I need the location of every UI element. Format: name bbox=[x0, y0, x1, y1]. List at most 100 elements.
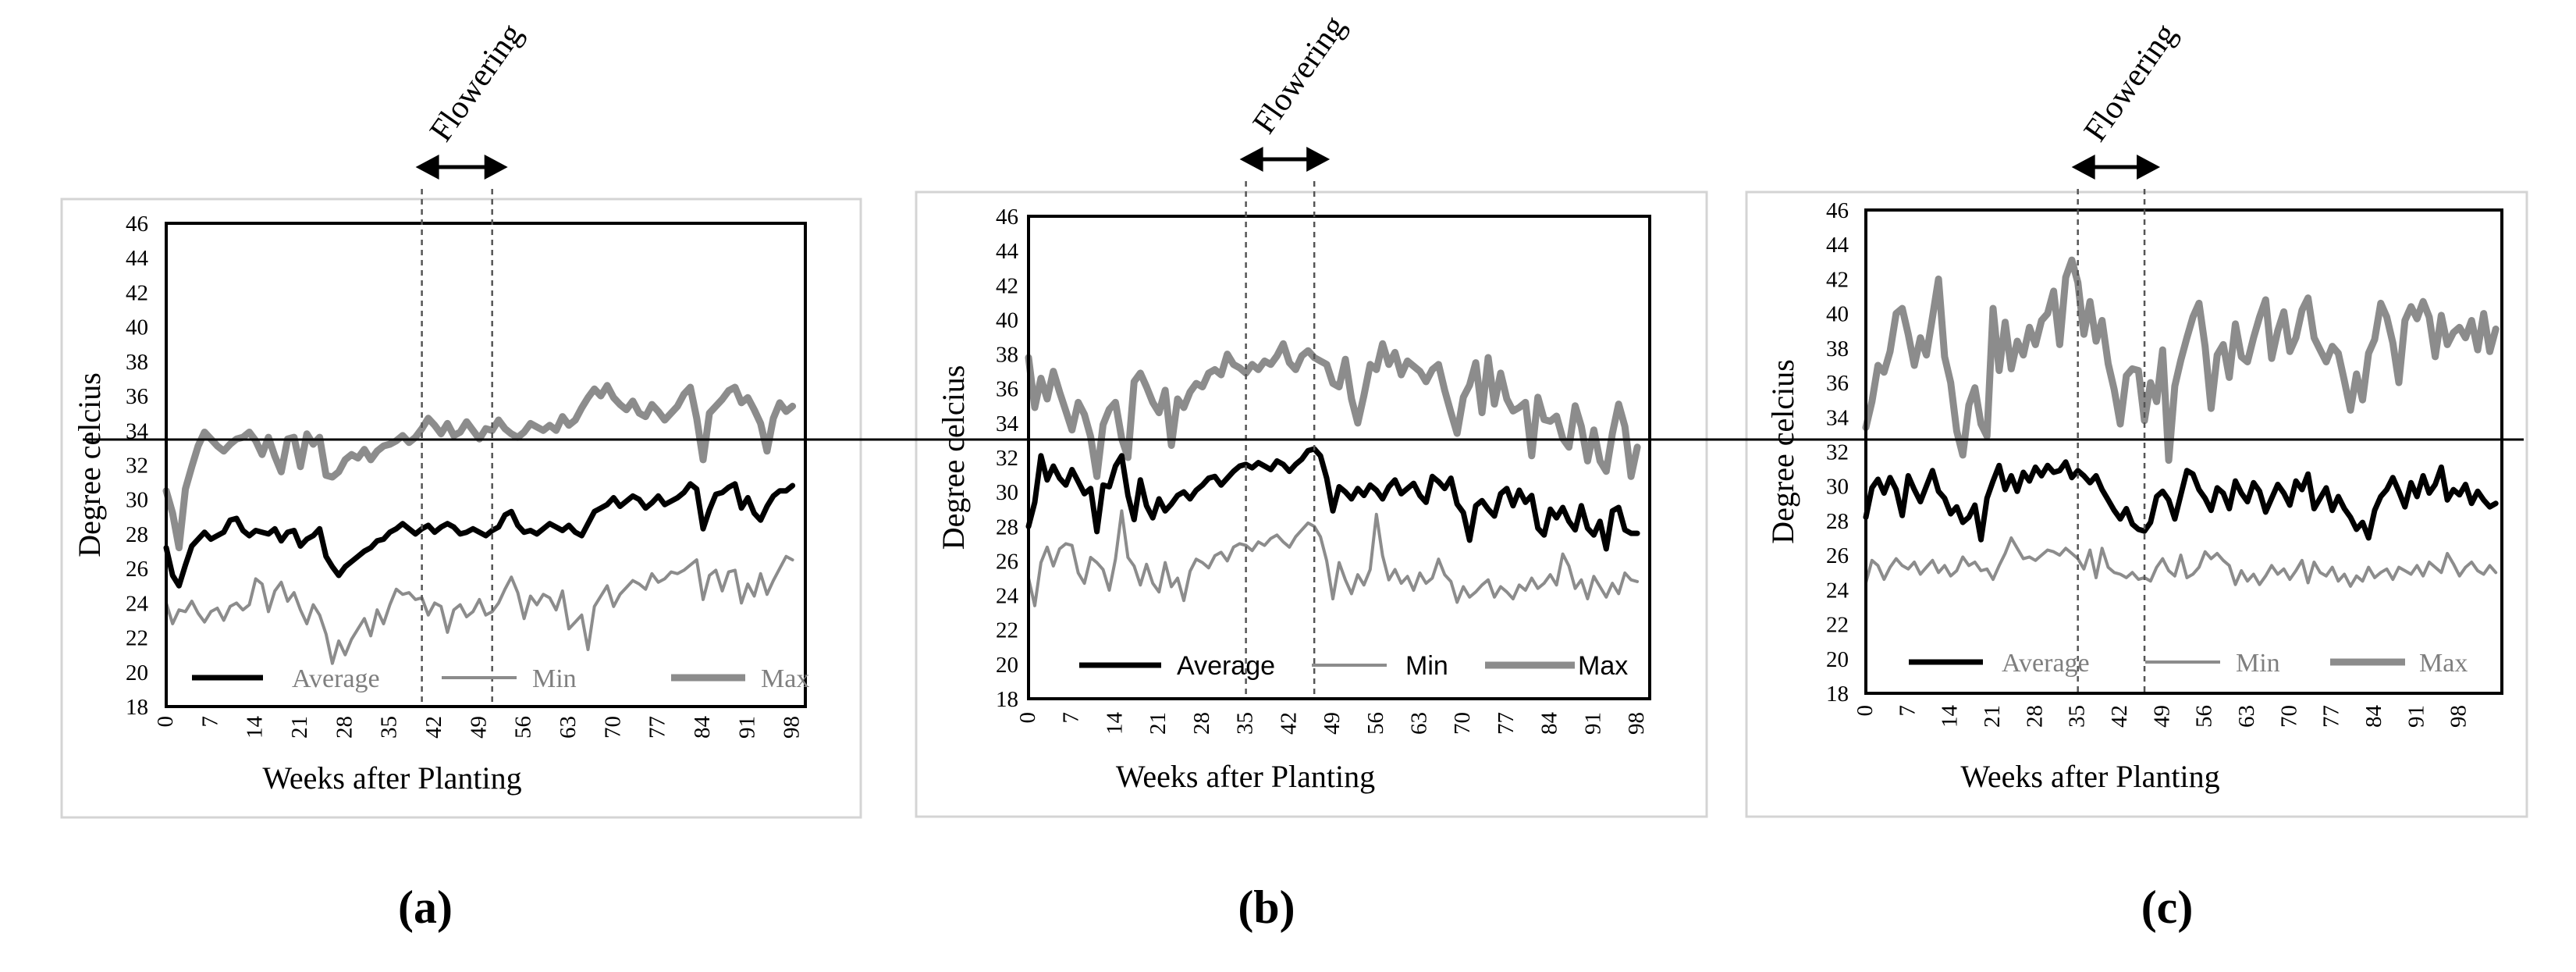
y-tick-label: 24 bbox=[1826, 578, 1849, 603]
x-tick-label: 98 bbox=[2446, 705, 2471, 728]
x-tick-label: 0 bbox=[153, 716, 178, 728]
panel-frame bbox=[60, 198, 862, 819]
y-tick-label: 46 bbox=[1826, 198, 1849, 223]
x-tick-label: 77 bbox=[1494, 712, 1519, 735]
y-tick-label: 24 bbox=[996, 584, 1019, 609]
flowering-arrow-left-head bbox=[1239, 147, 1263, 172]
x-tick-label: 14 bbox=[1102, 712, 1127, 735]
x-tick-label: 42 bbox=[2107, 705, 2132, 728]
x-tick-label: 84 bbox=[690, 716, 715, 739]
x-tick-label: 84 bbox=[1537, 712, 1562, 735]
panel-a: Flowering1820222426283032343638404244460… bbox=[60, 17, 862, 933]
series-line-min bbox=[1027, 509, 1640, 607]
panel-label: (c) bbox=[2141, 881, 2194, 933]
x-tick-label: 63 bbox=[556, 716, 581, 739]
y-tick-label: 34 bbox=[996, 411, 1019, 436]
y-axis-title: Degree celcius bbox=[936, 365, 971, 550]
panel-frame bbox=[1745, 190, 2528, 818]
x-tick-label: 21 bbox=[287, 716, 312, 739]
legend-label-max: Max bbox=[761, 664, 809, 693]
flowering-arrow-left-head bbox=[2071, 155, 2095, 180]
legend-label-min: Min bbox=[1405, 651, 1448, 681]
y-tick-label: 42 bbox=[126, 280, 148, 305]
y-tick-label: 22 bbox=[1826, 613, 1849, 638]
y-tick-label: 28 bbox=[996, 514, 1018, 539]
x-tick-label: 7 bbox=[197, 716, 222, 728]
x-tick-label: 14 bbox=[1938, 705, 1963, 728]
x-tick-label: 7 bbox=[1059, 712, 1084, 724]
y-tick-label: 40 bbox=[996, 308, 1018, 333]
x-tick-label: 21 bbox=[1980, 705, 2005, 728]
x-tick-label: 0 bbox=[1015, 712, 1040, 724]
plot-area-border bbox=[1027, 215, 1651, 700]
x-tick-label: 63 bbox=[2234, 705, 2259, 728]
y-tick-label: 36 bbox=[126, 384, 148, 409]
x-tick-label: 35 bbox=[2065, 705, 2090, 728]
x-tick-label: 98 bbox=[1624, 712, 1649, 735]
x-tick-label: 35 bbox=[1233, 712, 1258, 735]
x-tick-label: 35 bbox=[377, 716, 402, 739]
y-axis-title: Degree celcius bbox=[1765, 359, 1800, 544]
y-tick-label: 24 bbox=[126, 591, 149, 616]
x-tick-label: 7 bbox=[1895, 705, 1920, 717]
y-tick-label: 38 bbox=[996, 343, 1018, 368]
x-tick-label: 49 bbox=[2149, 705, 2174, 728]
y-tick-label: 46 bbox=[996, 205, 1018, 230]
y-tick-label: 26 bbox=[1826, 543, 1849, 568]
x-tick-label: 77 bbox=[645, 716, 670, 739]
panel-c: Flowering 18 20 22 24 26 28 30 32 34 36 38 40 42 44 46 0… bbox=[1745, 17, 2528, 933]
series-line-max bbox=[1862, 256, 2500, 465]
x-tick-label: 42 bbox=[421, 716, 446, 739]
y-tick-label: 30 bbox=[996, 480, 1018, 505]
flowering-arrow-right-head bbox=[1306, 147, 1331, 172]
panel-label: (b) bbox=[1238, 881, 1295, 933]
y-tick-label: 32 bbox=[1826, 440, 1849, 465]
panel-b: Flowering 18 20 22 24 26 28 30 32 34 36 38 40 42 44 46 0… bbox=[915, 9, 1708, 933]
legend-label-max: Max bbox=[1578, 651, 1628, 681]
x-axis-title: Weeks after Planting bbox=[262, 760, 521, 796]
x-tick-label: 49 bbox=[466, 716, 491, 739]
y-tick-label: 38 bbox=[126, 350, 148, 375]
y-tick-label: 26 bbox=[996, 549, 1018, 574]
x-tick-label: 28 bbox=[2022, 705, 2047, 728]
x-tick-label: 42 bbox=[1276, 712, 1301, 735]
series-line-max bbox=[1025, 340, 1641, 480]
x-tick-label: 84 bbox=[2361, 705, 2386, 728]
y-tick-label: 20 bbox=[126, 660, 148, 685]
y-tick-label: 38 bbox=[1826, 336, 1849, 361]
panel-frame bbox=[915, 190, 1708, 818]
y-tick-label: 18 bbox=[1826, 682, 1849, 707]
x-tick-label: 70 bbox=[2276, 705, 2301, 728]
y-tick-label: 28 bbox=[126, 522, 148, 547]
y-tick-label: 44 bbox=[996, 239, 1019, 264]
y-tick-label: 40 bbox=[126, 315, 148, 340]
y-tick-label: 36 bbox=[1826, 371, 1849, 396]
y-tick-label: 34 bbox=[1826, 405, 1849, 430]
y-tick-label: 42 bbox=[996, 273, 1018, 298]
y-tick-label: 20 bbox=[996, 653, 1018, 678]
x-tick-label: 28 bbox=[332, 716, 357, 739]
y-tick-label: 44 bbox=[126, 246, 149, 271]
x-tick-label: 28 bbox=[1189, 712, 1214, 735]
x-tick-label: 98 bbox=[780, 716, 805, 739]
legend-label-average: Average bbox=[2002, 649, 2090, 678]
x-tick-label: 56 bbox=[511, 716, 536, 739]
x-tick-label: 91 bbox=[1580, 712, 1605, 735]
legend-label-average: Average bbox=[292, 664, 380, 693]
x-tick-label: 49 bbox=[1320, 712, 1345, 735]
y-tick-label: 18 bbox=[126, 695, 148, 720]
flowering-arrow-left-head bbox=[415, 155, 439, 180]
flowering-arrow-right-head bbox=[484, 155, 508, 180]
y-tick-label: 30 bbox=[126, 488, 148, 513]
legend-label-min: Min bbox=[2236, 649, 2280, 678]
series-line-average bbox=[163, 481, 796, 589]
x-tick-label: 91 bbox=[734, 716, 759, 739]
panel-label: (a) bbox=[398, 881, 453, 933]
series-line-min bbox=[1864, 536, 2498, 588]
x-tick-label: 56 bbox=[2192, 705, 2217, 728]
y-tick-label: 22 bbox=[996, 618, 1018, 643]
legend-label-max: Max bbox=[2419, 649, 2468, 678]
plot-area-border bbox=[1864, 208, 2503, 695]
y-tick-label: 30 bbox=[1826, 475, 1849, 500]
y-tick-label: 46 bbox=[126, 212, 148, 237]
